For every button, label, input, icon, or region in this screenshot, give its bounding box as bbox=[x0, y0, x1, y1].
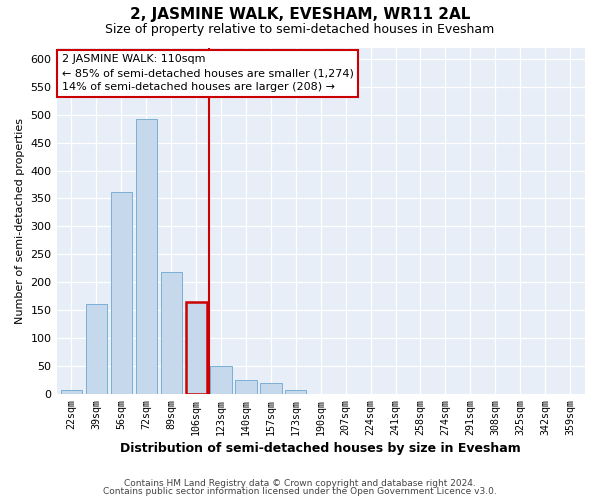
Text: Contains HM Land Registry data © Crown copyright and database right 2024.: Contains HM Land Registry data © Crown c… bbox=[124, 478, 476, 488]
Bar bbox=[185, 302, 207, 394]
Text: 2, JASMINE WALK, EVESHAM, WR11 2AL: 2, JASMINE WALK, EVESHAM, WR11 2AL bbox=[130, 8, 470, 22]
Bar bbox=[161, 272, 182, 394]
Bar bbox=[211, 366, 232, 394]
Bar bbox=[111, 192, 132, 394]
Bar bbox=[61, 390, 82, 394]
Bar bbox=[260, 383, 281, 394]
Bar bbox=[136, 119, 157, 394]
Bar bbox=[235, 380, 257, 394]
Text: Contains public sector information licensed under the Open Government Licence v3: Contains public sector information licen… bbox=[103, 487, 497, 496]
Bar bbox=[86, 304, 107, 394]
Y-axis label: Number of semi-detached properties: Number of semi-detached properties bbox=[15, 118, 25, 324]
Bar bbox=[285, 390, 307, 394]
X-axis label: Distribution of semi-detached houses by size in Evesham: Distribution of semi-detached houses by … bbox=[121, 442, 521, 455]
Text: Size of property relative to semi-detached houses in Evesham: Size of property relative to semi-detach… bbox=[106, 22, 494, 36]
Text: 2 JASMINE WALK: 110sqm
← 85% of semi-detached houses are smaller (1,274)
14% of : 2 JASMINE WALK: 110sqm ← 85% of semi-det… bbox=[62, 54, 354, 92]
